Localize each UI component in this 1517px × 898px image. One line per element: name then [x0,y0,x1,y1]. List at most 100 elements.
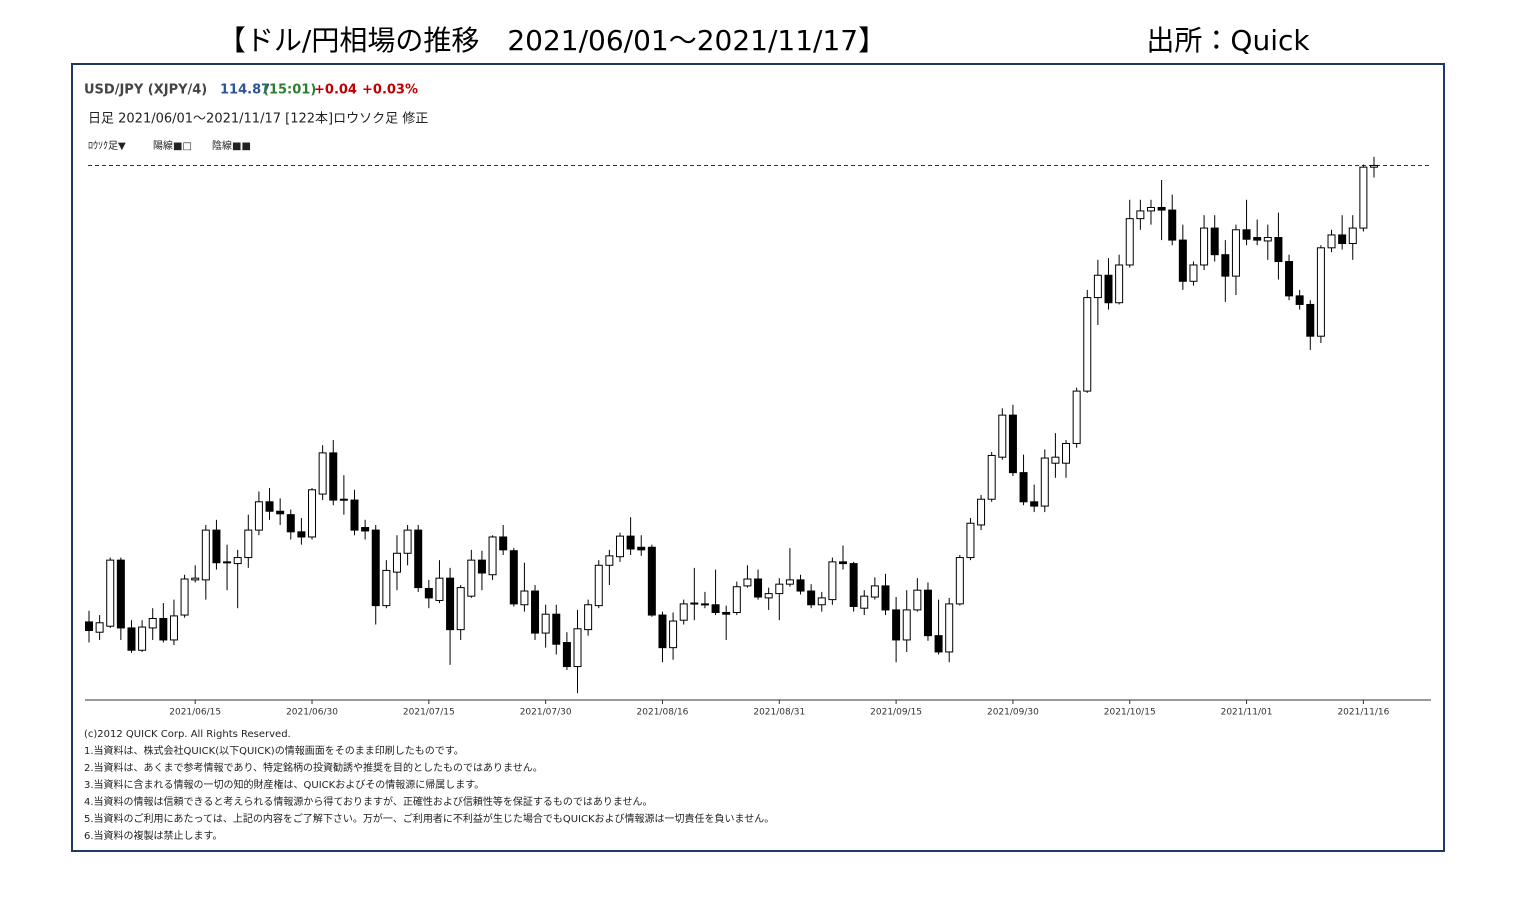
candle-body [626,535,635,550]
candle-body [244,529,253,559]
candle-body [223,561,232,564]
candle-body [1019,472,1028,503]
candle-body [828,561,837,601]
candle-body [265,501,274,512]
candle-body [1242,229,1251,240]
candle-body [796,579,805,592]
candle-body [403,529,412,554]
x-tick-label: 2021/11/01 [1221,708,1273,718]
candle-body [318,452,327,495]
candle-body [955,557,964,605]
candle-body [116,559,125,629]
candle-body [594,564,603,607]
candle-body [276,510,285,515]
candle-body [1306,303,1315,337]
candle-body [106,559,115,627]
time: (15:01) [263,83,316,98]
candle-body [1210,227,1219,256]
candle-body [1285,261,1294,297]
page-title: 【ドル/円相場の推移 2021/06/01～2021/11/17】 [218,24,886,57]
candle-body [297,531,306,538]
candle-body [700,603,709,606]
candle-body [552,613,561,645]
candle-body [562,642,571,668]
candle-body [148,617,157,629]
candle-body [1200,227,1209,266]
footer-line: 4.当資料の情報は信頼できると考えられる情報源から得ておりますが、正確性および信… [84,795,653,808]
last-price: 114.87 [220,83,270,98]
x-tick-label: 2021/06/15 [169,708,221,718]
candle-body [1040,457,1049,507]
candle-body [1157,206,1166,211]
x-tick-label: 2021/06/30 [286,708,338,718]
candle-body [1178,239,1187,282]
candle-body [1231,229,1240,277]
candle-body [987,454,996,500]
control[interactable]: 陽線■□ [153,139,192,152]
candle-body [361,527,370,532]
candle-body [1168,209,1177,241]
control[interactable]: ﾛｳｿｸ足▼ [88,140,126,152]
candle-body [1136,210,1145,220]
candle-body [1146,206,1155,212]
candle-body [520,590,529,606]
candle-body [488,536,497,576]
x-tick-label: 2021/11/16 [1337,708,1389,718]
candle-body [467,559,476,597]
candle-body [1253,237,1262,241]
symbol: USD/JPY (XJPY/4) [84,83,207,98]
candle-body [807,590,816,606]
candle-body [785,579,794,585]
control[interactable]: 陰線■■ [212,139,251,152]
candle-body [860,595,869,609]
candle-body [881,585,890,611]
candle-body [1062,442,1071,464]
candle-body [1295,295,1304,305]
candle-body [1348,227,1357,245]
x-tick-label: 2021/09/15 [870,708,922,718]
candle-body [85,621,93,631]
candle-body [754,578,763,598]
candle-body [1189,264,1198,282]
candle-body [477,559,486,574]
candle-body [1008,414,1017,474]
candle-body [1115,264,1124,304]
candle-body [541,613,550,634]
candle-body [690,602,699,605]
candle-body [254,501,263,531]
footer-line: 2.当資料は、あくまで参考情報であり、特定銘柄の投資勧誘や推奨を目的としたもので… [84,761,543,774]
candle-body [286,514,295,533]
change-pct: +0.03% [362,83,418,98]
candle-body [456,587,465,631]
candle-body [647,546,656,616]
source: 出所：Quick [1146,24,1310,57]
candle-body [775,583,784,595]
candle-body [127,627,136,651]
candle-body [849,563,858,607]
candle-body [1072,390,1081,444]
candle-body [679,603,688,621]
candle-body [212,529,221,564]
candle-body [1051,456,1060,464]
candle-body [764,593,773,599]
candle-body [95,622,104,633]
period: 日足 2021/06/01～2021/11/17 [122本]ロウソク足 修正 [88,112,428,127]
candle-body [584,604,593,631]
candle-body [191,577,200,581]
footer-line: 6.当資料の複製は禁止します。 [84,829,223,842]
candle-body [1338,234,1347,245]
candle-body [1327,234,1336,249]
candle-body [371,529,380,607]
candle-body [998,414,1007,458]
x-tick-label: 2021/08/31 [753,708,805,718]
candle-body [658,614,667,649]
candle-body [637,546,646,551]
candle-body [1125,218,1134,266]
candle-body [392,552,401,573]
candle-body [1093,274,1102,299]
candle-body [722,611,731,615]
candle-body [573,628,582,668]
candle-body [509,550,518,605]
